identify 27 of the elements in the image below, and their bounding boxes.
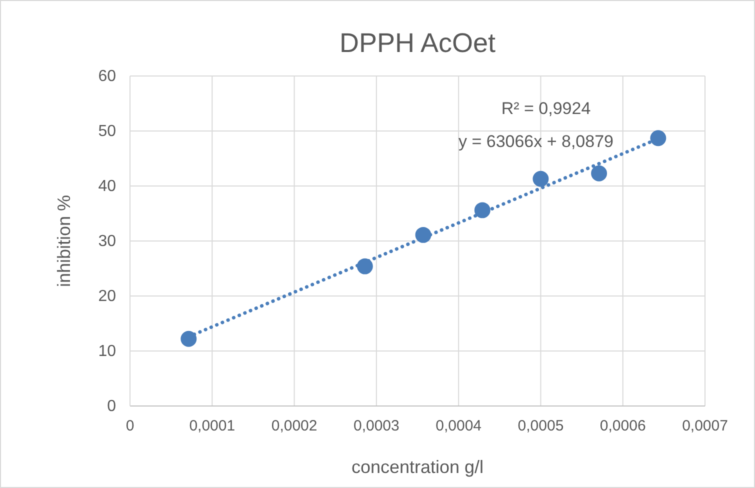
annotation: y = 63066x + 8,0879 — [458, 132, 614, 151]
y-tick-label: 0 — [107, 398, 116, 416]
point — [591, 165, 608, 182]
y-tick-label: 20 — [98, 288, 116, 306]
point — [474, 202, 490, 218]
point — [356, 258, 373, 274]
x-tick-label: 0,0001 — [189, 418, 236, 435]
x-tick-label: 0,0006 — [600, 418, 646, 435]
x-tick-label: 0,0002 — [271, 418, 318, 435]
point — [650, 130, 666, 146]
x-tick-label: 0,0004 — [436, 418, 482, 435]
point — [180, 330, 197, 347]
y-tick-label: 40 — [98, 178, 116, 196]
x-axis-title: concentration g/l — [351, 457, 484, 477]
x-tick-label: 0,0003 — [353, 418, 400, 435]
y-tick-label: 50 — [98, 123, 116, 140]
y-tick-label: 10 — [98, 343, 116, 360]
x-tick-label: 0 — [126, 418, 134, 435]
annotation: R² = 0,9924 — [501, 99, 591, 118]
x-tick-label: 0,0007 — [682, 418, 728, 435]
point — [532, 170, 549, 187]
y-tick-label: 60 — [98, 68, 116, 86]
x-tick-label: 0,0005 — [518, 418, 564, 435]
chart-title: DPPH AcOet — [339, 28, 496, 58]
point — [415, 226, 432, 243]
y-tick-label: 30 — [98, 233, 116, 250]
y-axis-title: inhibition % — [54, 194, 74, 288]
